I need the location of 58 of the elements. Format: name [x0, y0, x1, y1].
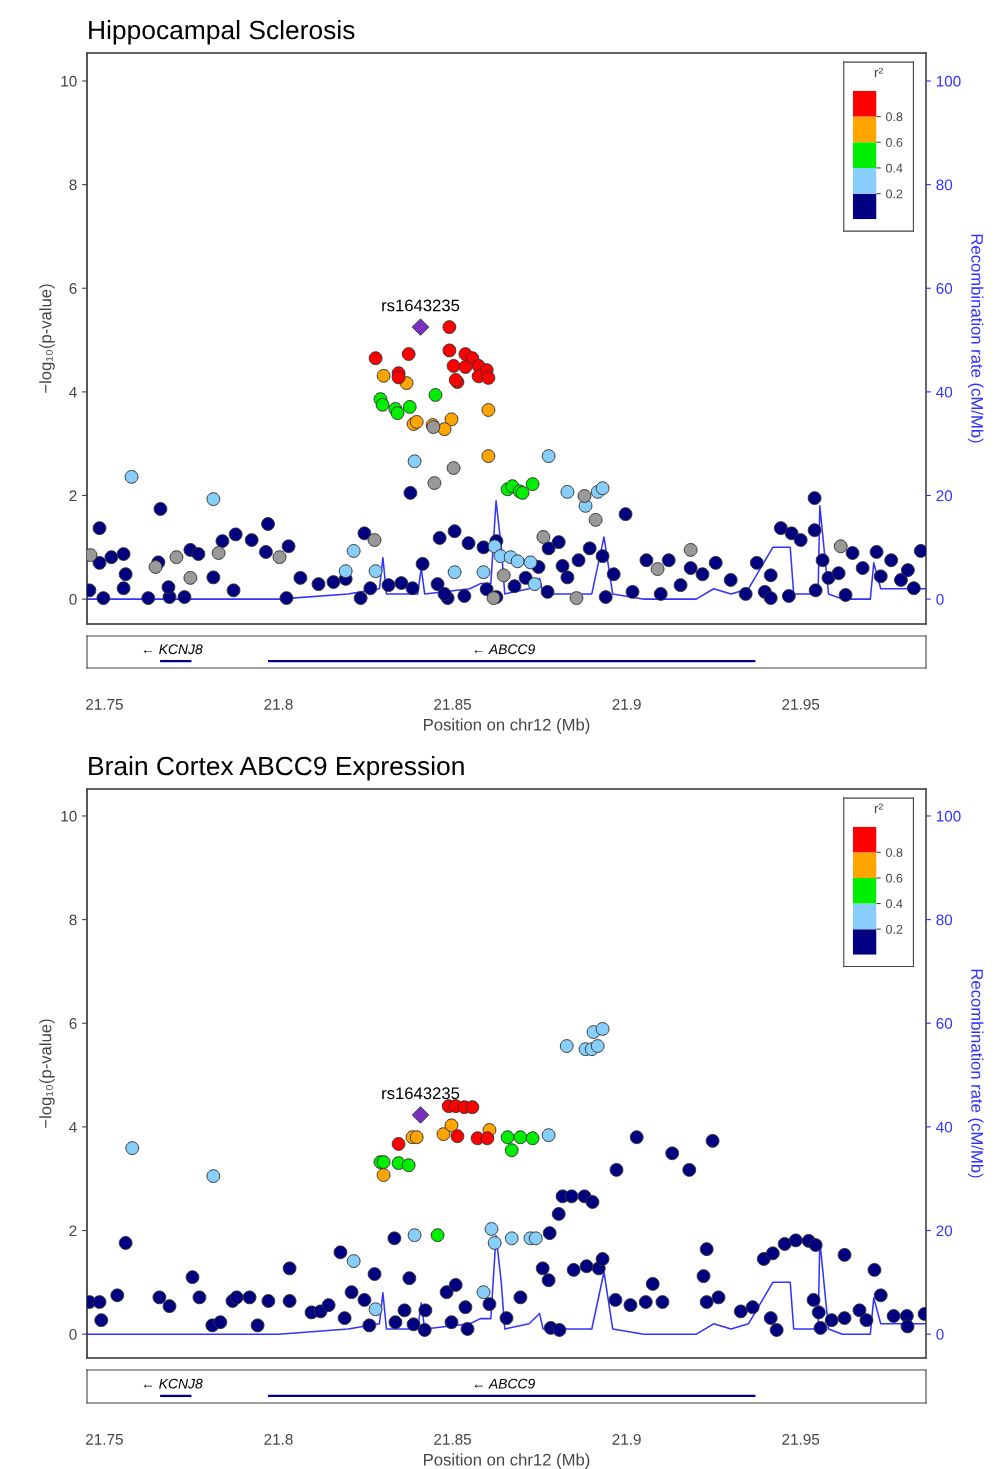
text: ← ABCC9	[474, 644, 535, 655]
x-tick-label: 21.85	[434, 698, 472, 710]
x-axis-title: Position on chr12 (Mb)	[424, 1453, 590, 1469]
color-bar-title: r²	[874, 803, 883, 814]
x-tick-label: 21.9	[612, 1433, 641, 1445]
y-tick-label: 6	[69, 283, 77, 294]
color-bar-label: 0.8	[886, 848, 903, 857]
text: ← KCNJ8	[143, 1378, 203, 1389]
x-axis-title: Position on chr12 (Mb)	[424, 718, 590, 734]
y-tick-label: 6	[69, 1018, 77, 1029]
color-bar-label: 0.2	[886, 189, 903, 199]
y2-tick-label: 0	[936, 594, 944, 605]
x-tick-label: 21.8	[264, 698, 293, 710]
annotation: rs1643235	[382, 1087, 460, 1100]
y-tick-label: 0	[69, 1329, 77, 1340]
x-tick-label: 21.75	[86, 1433, 123, 1445]
color-bar-title: r²	[874, 67, 883, 78]
annotation: rs1643235	[382, 299, 460, 312]
y-axis-title: −log₁₀(p-value)	[39, 1019, 55, 1128]
color-bar-label: 0.6	[886, 873, 903, 883]
y-tick-label: 0	[69, 594, 77, 605]
y-tick-label: 4	[69, 386, 77, 398]
y2-tick-label: 20	[936, 1225, 953, 1237]
color-bar-label: 0.4	[886, 899, 903, 909]
y-tick-label: 8	[69, 179, 77, 191]
color-bar-label: 0.4	[886, 163, 903, 173]
color-bar-label: 0.2	[886, 924, 903, 934]
text: ← ABCC9	[474, 1378, 535, 1389]
text: ← KCNJ8	[143, 644, 203, 655]
y-tick-label: 2	[69, 490, 77, 502]
y2-tick-label: 100	[936, 75, 961, 87]
x-tick-label: 21.9	[612, 698, 641, 710]
y2-tick-label: 0	[936, 1329, 944, 1340]
color-bar-label: 0.8	[886, 112, 903, 122]
chart-title: Hippocampal Sclerosis	[89, 19, 355, 45]
y-tick-label: 4	[69, 1121, 77, 1133]
y2-tick-label: 80	[936, 914, 953, 926]
x-tick-label: 21.95	[782, 698, 820, 710]
y-tick-label: 8	[69, 914, 77, 926]
y2-tick-label: 80	[936, 179, 953, 191]
y2-tick-label: 60	[936, 283, 953, 294]
chart-title: Brain Cortex ABCC9 Expression	[89, 755, 464, 781]
color-bar-label: 0.6	[886, 138, 903, 147]
y-tick-label: 2	[69, 1225, 77, 1237]
y-tick-label: 10	[61, 810, 77, 822]
y2-axis-title: Recombination rate (cM/Mb)	[967, 969, 984, 1178]
x-tick-label: 21.85	[434, 1433, 472, 1445]
x-tick-label: 21.95	[782, 1433, 820, 1445]
y2-tick-label: 40	[936, 1121, 953, 1133]
x-tick-label: 21.8	[264, 1433, 293, 1445]
y2-tick-label: 60	[936, 1018, 953, 1029]
y-tick-label: 10	[61, 75, 77, 87]
x-tick-label: 21.75	[86, 698, 123, 710]
y2-tick-label: 100	[936, 810, 961, 822]
y2-axis-title: Recombination rate (cM/Mb)	[967, 234, 984, 443]
y2-tick-label: 40	[936, 386, 953, 398]
y2-tick-label: 20	[936, 490, 953, 502]
y-axis-title: −log₁₀(p-value)	[39, 284, 55, 393]
